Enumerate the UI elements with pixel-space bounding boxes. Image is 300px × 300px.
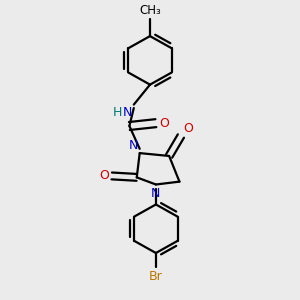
Text: N: N <box>129 139 138 152</box>
Text: Br: Br <box>149 269 163 283</box>
Text: N: N <box>151 188 160 200</box>
Text: H: H <box>113 106 122 119</box>
Text: O: O <box>183 122 193 135</box>
Text: N: N <box>123 106 132 119</box>
Text: O: O <box>159 117 169 130</box>
Text: O: O <box>99 169 109 182</box>
Text: CH₃: CH₃ <box>139 4 161 17</box>
